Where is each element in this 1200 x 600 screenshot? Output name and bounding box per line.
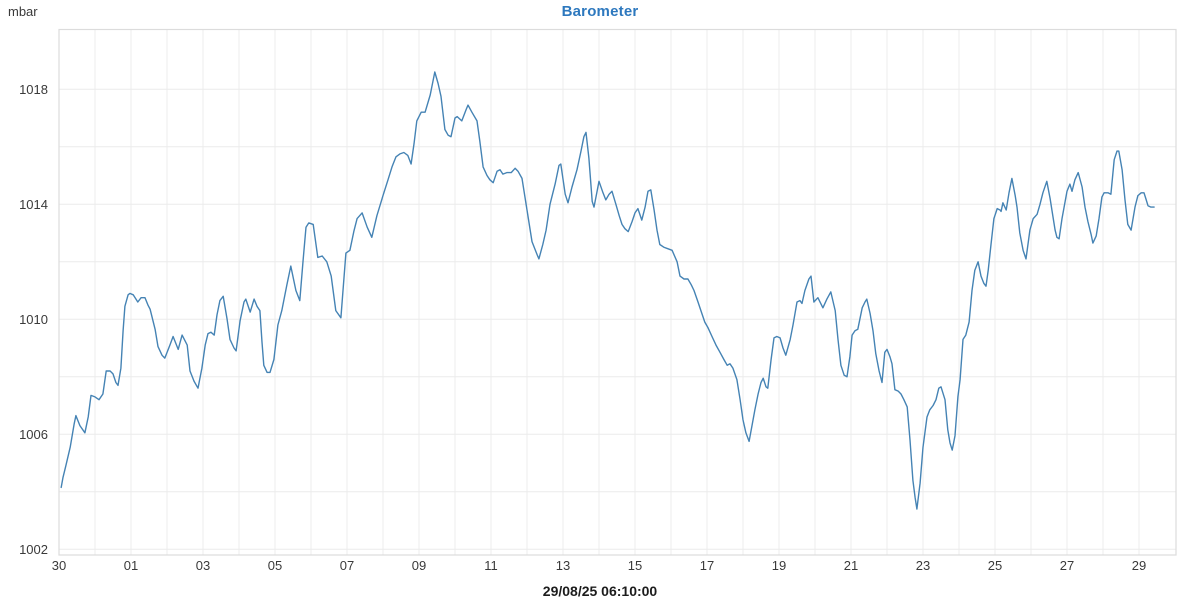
x-tick-label-17: 17 <box>700 558 714 573</box>
y-tick-label-1018: 1018 <box>19 82 48 97</box>
x-tick-label-27: 27 <box>1060 558 1074 573</box>
plot-border <box>58 28 1177 556</box>
x-tick-label-15: 15 <box>628 558 642 573</box>
x-tick-label-25: 25 <box>988 558 1002 573</box>
y-tick-label-1002: 1002 <box>19 542 48 557</box>
gridlines <box>59 29 1176 555</box>
x-tick-label-09: 09 <box>412 558 426 573</box>
y-axis-unit-label: mbar <box>8 4 38 19</box>
y-tick-label-1010: 1010 <box>19 312 48 327</box>
x-tick-label-03: 03 <box>196 558 210 573</box>
x-tick-label-21: 21 <box>844 558 858 573</box>
x-tick-label-07: 07 <box>340 558 354 573</box>
y-tick-label-1006: 1006 <box>19 427 48 442</box>
y-tick-label-1014: 1014 <box>19 197 48 212</box>
chart-title: Barometer <box>561 3 639 20</box>
last-reading-timestamp: 29/08/25 06:10:00 <box>542 583 658 599</box>
x-tick-label-19: 19 <box>772 558 786 573</box>
x-tick-label-29: 29 <box>1132 558 1146 573</box>
x-tick-label-05: 05 <box>268 558 282 573</box>
series-line-barometric_pressure_mbar <box>60 71 1155 510</box>
x-tick-label-01: 01 <box>124 558 138 573</box>
y-axis-tick-labels: 1018 1014 1010 1006 1002 <box>19 82 48 557</box>
x-tick-label-13: 13 <box>556 558 570 573</box>
x-axis-tick-labels: 30 01 03 05 07 09 11 13 15 17 19 21 23 25 27 29 <box>52 558 1146 573</box>
x-tick-label-23: 23 <box>916 558 930 573</box>
x-tick-label-11: 11 <box>484 558 498 573</box>
x-tick-label-30: 30 <box>52 558 66 573</box>
